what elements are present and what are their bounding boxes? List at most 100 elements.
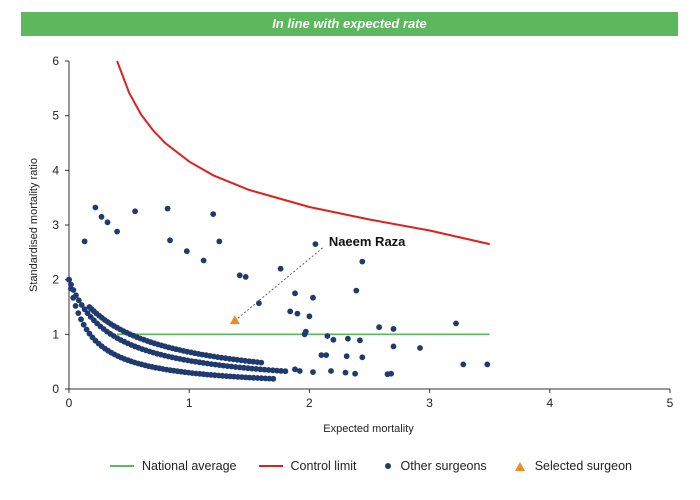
legend-national-average[interactable]: National average [110, 459, 237, 473]
y-axis-title: Standardised mortality ratio [28, 158, 40, 292]
surgeon-point [296, 368, 303, 374]
legend-label: National average [142, 459, 237, 473]
x-tick-label: 3 [426, 396, 433, 410]
other-surgeons-swatch [384, 463, 391, 469]
surgeon-point [310, 369, 316, 375]
legend-control-limit[interactable]: Control limit [258, 459, 357, 473]
surgeon-point [292, 366, 298, 373]
surgeon-point [359, 354, 366, 361]
surgeon-point [376, 324, 382, 331]
surgeon-point [164, 205, 171, 212]
surgeon-point [216, 238, 223, 245]
surgeon-point [484, 361, 491, 368]
surgeon-point [258, 359, 265, 366]
legend-other-surgeons[interactable]: Other surgeons [379, 459, 487, 473]
x-tick-label: 4 [546, 396, 553, 410]
surgeon-point [114, 228, 120, 235]
national-average-swatch [110, 465, 134, 467]
y-tick-label: 4 [52, 163, 59, 177]
surgeon-point [68, 281, 74, 288]
surgeon-point [256, 300, 262, 307]
surgeon-point [278, 368, 284, 374]
surgeon-point [306, 313, 313, 320]
surgeon-point [98, 213, 105, 220]
y-tick-label: 5 [52, 109, 59, 123]
status-banner: In line with expected rate [21, 12, 678, 36]
surgeon-point [301, 331, 308, 338]
surgeon-point [104, 219, 111, 226]
chart-legend: National average Control limit Other sur… [110, 459, 654, 473]
surgeon-point [330, 336, 337, 343]
control-limit-line [116, 60, 490, 246]
x-tick-label: 0 [66, 396, 73, 410]
surgeon-point [75, 297, 82, 304]
surgeon-point [242, 274, 249, 280]
selected-surgeon-swatch [514, 461, 525, 471]
surgeon-point [253, 366, 259, 372]
surgeon-point [75, 310, 82, 316]
surgeon-point [359, 258, 366, 265]
control-limit-swatch [258, 465, 283, 467]
selected-surgeon-marker [229, 315, 240, 325]
surgeon-point [417, 345, 423, 351]
surgeon-point [357, 337, 363, 344]
surgeon-point [200, 257, 207, 264]
surgeon-point [73, 292, 79, 299]
x-tick-label: 5 [667, 396, 674, 410]
surgeon-point [66, 276, 72, 283]
x-tick-label: 2 [306, 396, 313, 410]
surgeon-point [270, 375, 277, 382]
surgeon-point [132, 208, 139, 215]
surgeon-point [388, 370, 394, 377]
surgeon-point [292, 290, 298, 297]
legend-label: Control limit [290, 459, 357, 473]
surgeon-point [81, 238, 88, 245]
surgeon-point [78, 302, 85, 308]
surgeon-point [78, 316, 84, 323]
surgeon-point [282, 368, 289, 375]
surgeon-point [460, 361, 467, 368]
surgeon-point [294, 310, 301, 317]
surgeon-point [236, 272, 243, 279]
surgeon-point [312, 241, 319, 248]
surgeon-point [323, 352, 330, 358]
surgeon-point [70, 287, 77, 293]
surgeon-point [287, 308, 294, 315]
surgeon-point [265, 367, 272, 373]
y-tick-label: 1 [52, 327, 59, 341]
surgeon-point [167, 237, 173, 244]
surgeon-point [274, 367, 280, 374]
surgeon-point [72, 303, 79, 309]
selected-surgeon-label: Naeem Raza [329, 234, 406, 249]
x-tick-label: 1 [186, 396, 193, 410]
x-axis-title: Expected mortality [323, 423, 414, 435]
surgeon-point [324, 333, 331, 339]
y-tick-label: 2 [52, 273, 59, 287]
surgeon-point [310, 294, 316, 301]
surgeon-point [328, 368, 334, 374]
legend-label: Selected surgeon [534, 459, 632, 473]
surgeon-point [318, 352, 325, 358]
legend-label: Other surgeons [400, 459, 487, 473]
y-tick-label: 3 [52, 218, 59, 232]
surgeon-point [80, 321, 87, 328]
surgeon-point [453, 320, 459, 327]
annotation-leader-line [234, 246, 325, 322]
surgeon-point [261, 366, 268, 373]
surgeon-point [390, 343, 397, 350]
surgeon-point [92, 204, 99, 211]
surgeon-point [390, 326, 397, 332]
surgeon-point [342, 369, 349, 376]
y-tick-label: 6 [52, 54, 59, 68]
surgeon-point [343, 353, 350, 360]
surgeon-point [183, 248, 190, 255]
surgeon-point [352, 370, 358, 377]
surgeon-point [210, 211, 217, 218]
surgeon-point [277, 265, 284, 272]
surgeon-point [353, 287, 360, 294]
surgeon-point [83, 326, 90, 333]
legend-selected-surgeon[interactable]: Selected surgeon [509, 459, 632, 473]
y-tick-label: 0 [52, 382, 59, 396]
surgeon-point [345, 335, 351, 342]
